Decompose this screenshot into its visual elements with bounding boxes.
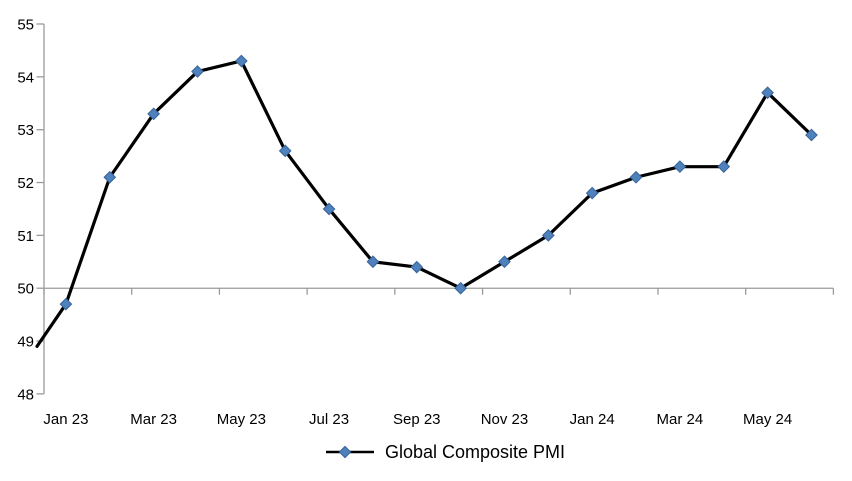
x-tick-label: Jul 23 [309, 411, 349, 428]
data-point-marker [717, 160, 731, 174]
x-tick-label: Mar 23 [130, 411, 177, 428]
y-tick-label: 54 [17, 69, 34, 86]
series-line [35, 59, 814, 348]
data-point-marker [322, 202, 336, 216]
data-point-marker [454, 281, 468, 295]
y-tick-label: 49 [17, 334, 34, 351]
data-point-marker [278, 144, 292, 158]
data-point-marker [541, 228, 555, 242]
y-tick-label: 50 [17, 281, 34, 298]
y-tick-label: 52 [17, 175, 34, 192]
x-tick-label: May 23 [217, 411, 266, 428]
legend-label: Global Composite PMI [384, 441, 566, 462]
x-tick-label: Mar 24 [657, 411, 704, 428]
data-point-marker [673, 160, 687, 174]
data-point-marker [410, 260, 424, 274]
y-tick-label: 51 [17, 228, 34, 245]
data-point-marker [366, 255, 380, 269]
y-tick-label: 48 [17, 386, 34, 403]
x-tick-label: Nov 23 [481, 411, 529, 428]
data-point-marker [761, 86, 774, 100]
y-tick-label: 53 [17, 122, 34, 139]
data-point-marker [585, 186, 599, 200]
data-point-marker [498, 255, 511, 269]
x-tick-label: Jan 23 [43, 411, 88, 428]
legend: Global Composite PMI [19, 438, 852, 466]
x-tick-label: May 24 [743, 411, 792, 428]
data-point-marker [103, 170, 117, 184]
data-point-marker [234, 54, 248, 68]
data-point-marker [191, 65, 204, 78]
data-point-marker [59, 297, 73, 311]
pmi-line-plot: 48 49 50 51 52 53 54 55 Jan 23 Mar 23 May 23 Jul 23… [17, 17, 835, 428]
x-tick-label: Sep 23 [393, 411, 441, 428]
x-tick-label: Jan 24 [570, 411, 615, 428]
data-point-marker [805, 128, 818, 142]
data-point-marker [629, 170, 643, 184]
y-tick-label: 55 [17, 17, 34, 34]
legend-line-marker-icon [325, 445, 374, 459]
data-point-marker [147, 107, 161, 121]
